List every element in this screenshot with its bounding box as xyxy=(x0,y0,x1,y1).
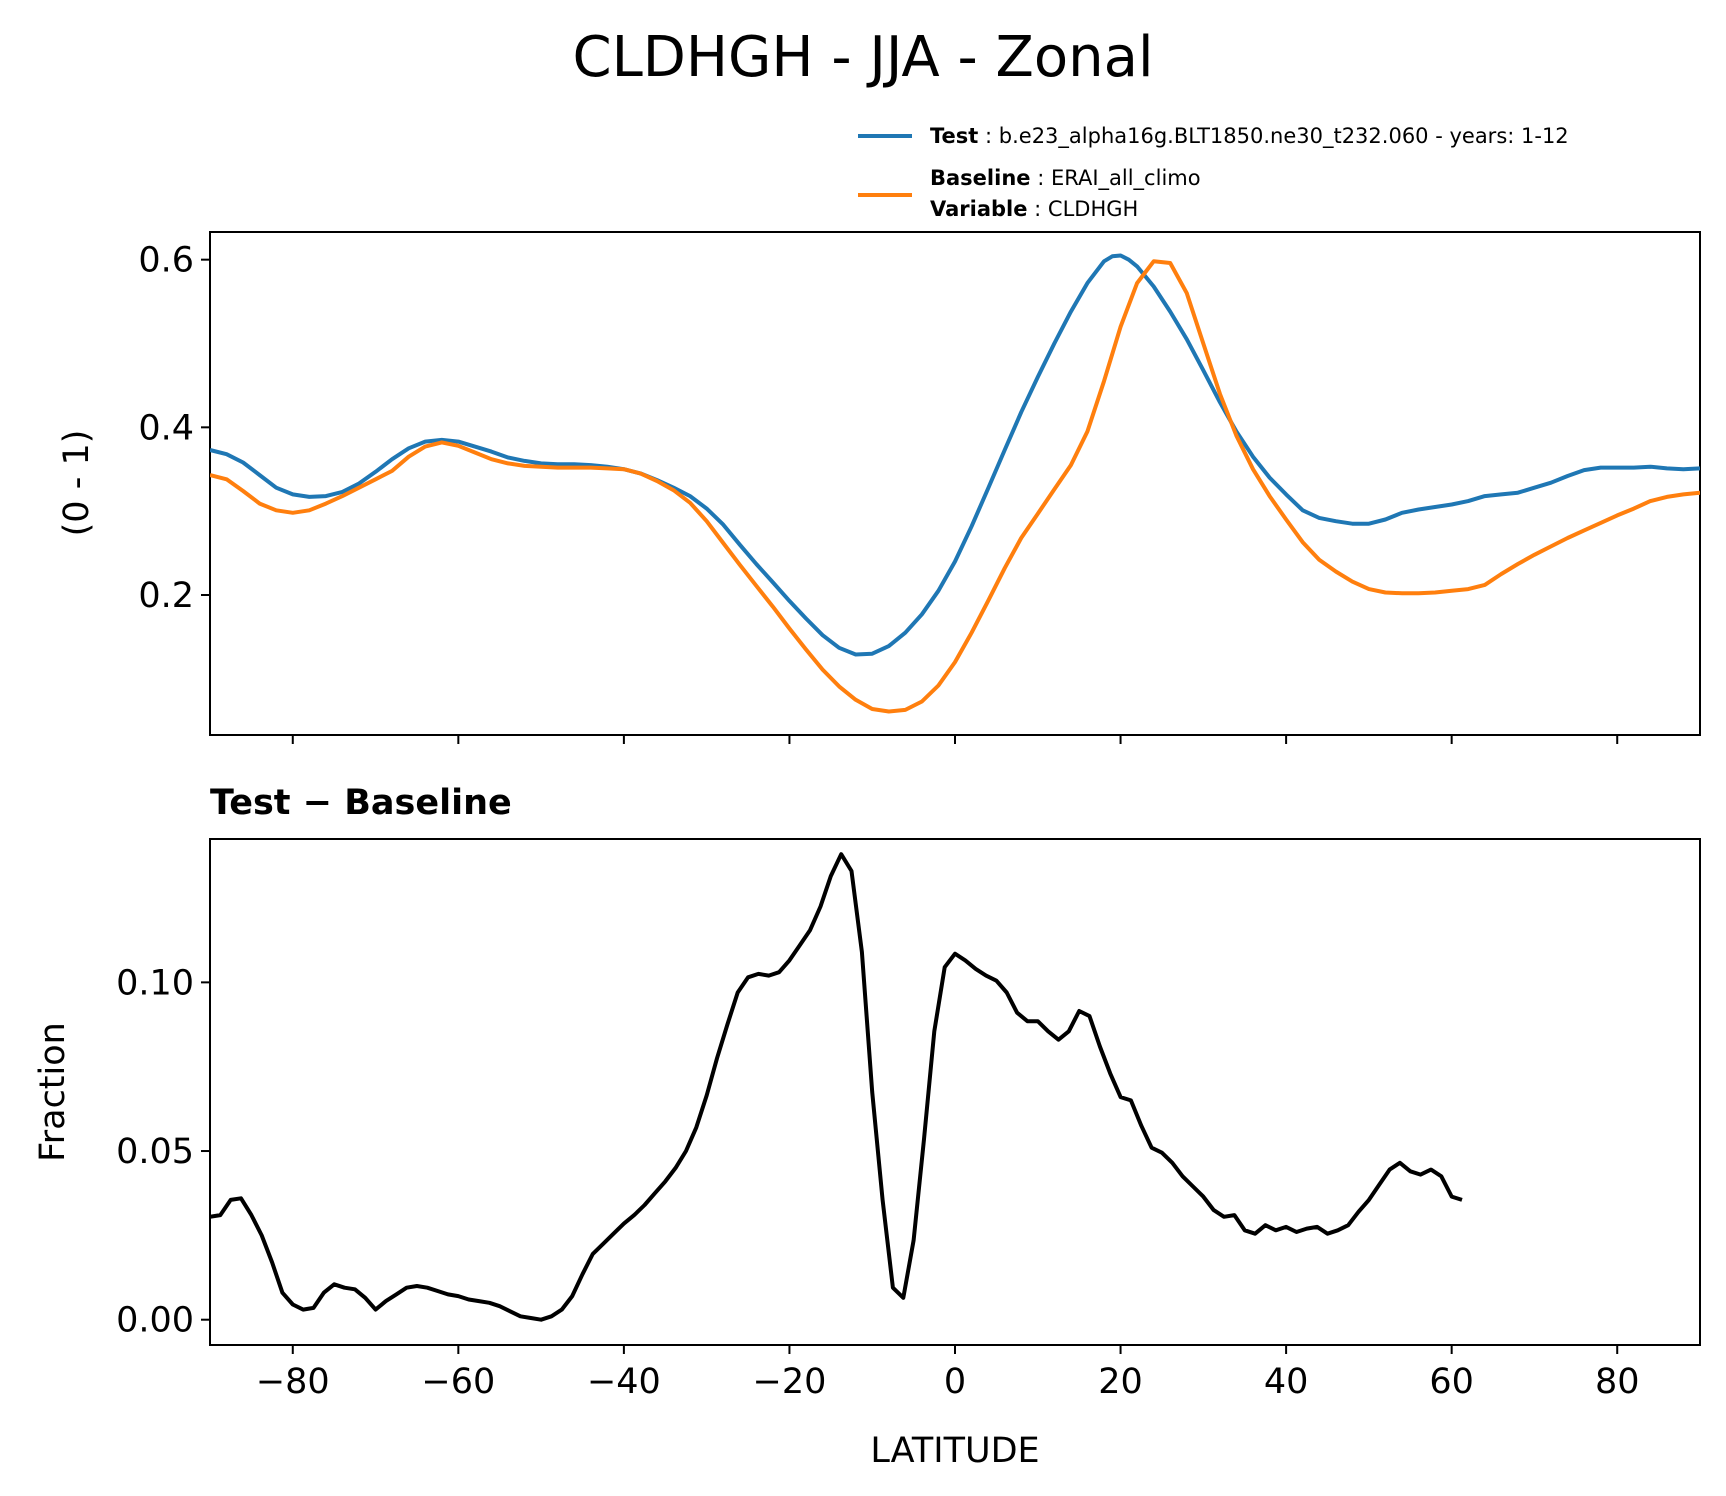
y-tick-label: 0.05 xyxy=(116,1132,194,1172)
top-x-ticks xyxy=(291,735,1619,744)
top-plot-panel: 0.2 0.4 0.6 (0 - 1) xyxy=(57,231,1701,744)
y-tick-label: 0.2 xyxy=(138,576,194,616)
legend-separator: : xyxy=(1031,166,1051,190)
x-tick-label: −60 xyxy=(421,1362,495,1402)
legend-key-variable: Variable xyxy=(930,197,1027,221)
top-y-axis-label: (0 - 1) xyxy=(57,430,97,537)
top-series-lines xyxy=(210,253,1700,714)
bottom-x-ticks: −80 −60 −40 −20 0 20 40 60 80 xyxy=(256,1345,1640,1402)
legend-text-variable: CLDHGH xyxy=(1048,197,1138,221)
legend-item-baseline: Baseline : ERAI_all_climo xyxy=(930,166,1201,191)
chart-title: CLDHGH - JJA - Zonal xyxy=(573,25,1154,90)
legend-separator: : xyxy=(1027,197,1047,221)
legend-separator: : xyxy=(978,124,998,148)
x-axis-label: LATITUDE xyxy=(870,1431,1039,1471)
bottom-y-axis-label: Fraction xyxy=(33,1022,73,1162)
x-tick-label: 0 xyxy=(944,1362,966,1402)
legend-text-baseline: ERAI_all_climo xyxy=(1051,166,1201,191)
y-tick-label: 0.6 xyxy=(138,241,194,281)
x-tick-label: 40 xyxy=(1264,1362,1309,1402)
bottom-series-lines xyxy=(210,852,1463,1322)
x-tick-label: 60 xyxy=(1429,1362,1474,1402)
y-tick-label: 0.10 xyxy=(116,963,194,1003)
series-line-baseline xyxy=(210,259,1700,714)
legend: Test : b.e23_alpha16g.BLT1850.ne30_t232.… xyxy=(858,124,1569,221)
bottom-y-ticks: 0.00 0.05 0.10 xyxy=(116,963,210,1341)
x-tick-label: −20 xyxy=(753,1362,827,1402)
x-tick-label: −40 xyxy=(587,1362,661,1402)
x-tick-label: 80 xyxy=(1595,1362,1640,1402)
bottom-panel-title: Test − Baseline xyxy=(210,783,512,823)
legend-text-test: b.e23_alpha16g.BLT1850.ne30_t232.060 - y… xyxy=(999,124,1569,149)
legend-key-baseline: Baseline xyxy=(930,166,1031,190)
x-tick-label: −80 xyxy=(256,1362,330,1402)
series-line-test xyxy=(210,253,1700,657)
legend-item-test: Test : b.e23_alpha16g.BLT1850.ne30_t232.… xyxy=(930,124,1569,149)
y-tick-label: 0.4 xyxy=(138,408,194,448)
top-y-ticks: 0.2 0.4 0.6 xyxy=(138,241,210,616)
series-line-difference xyxy=(210,852,1463,1322)
bottom-plot-panel: Test − Baseline 0.00 0.05 0.10 −80 −60 −40 −2… xyxy=(33,783,1701,1471)
legend-key-test: Test xyxy=(930,124,978,148)
y-tick-label: 0.00 xyxy=(116,1301,194,1341)
legend-item-variable: Variable : CLDHGH xyxy=(930,197,1138,221)
x-tick-label: 20 xyxy=(1098,1362,1143,1402)
